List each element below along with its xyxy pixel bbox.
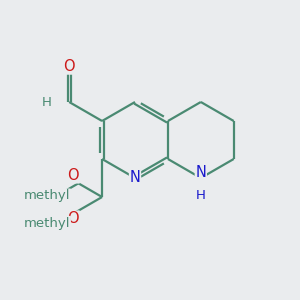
Text: O: O — [63, 59, 75, 74]
Text: O: O — [68, 168, 79, 183]
Text: methyl: methyl — [24, 217, 70, 230]
Text: N: N — [130, 170, 140, 185]
Text: H: H — [196, 190, 206, 202]
Text: methyl: methyl — [24, 189, 70, 202]
Text: H: H — [42, 95, 52, 109]
Text: O: O — [68, 211, 79, 226]
Text: N: N — [195, 166, 206, 181]
